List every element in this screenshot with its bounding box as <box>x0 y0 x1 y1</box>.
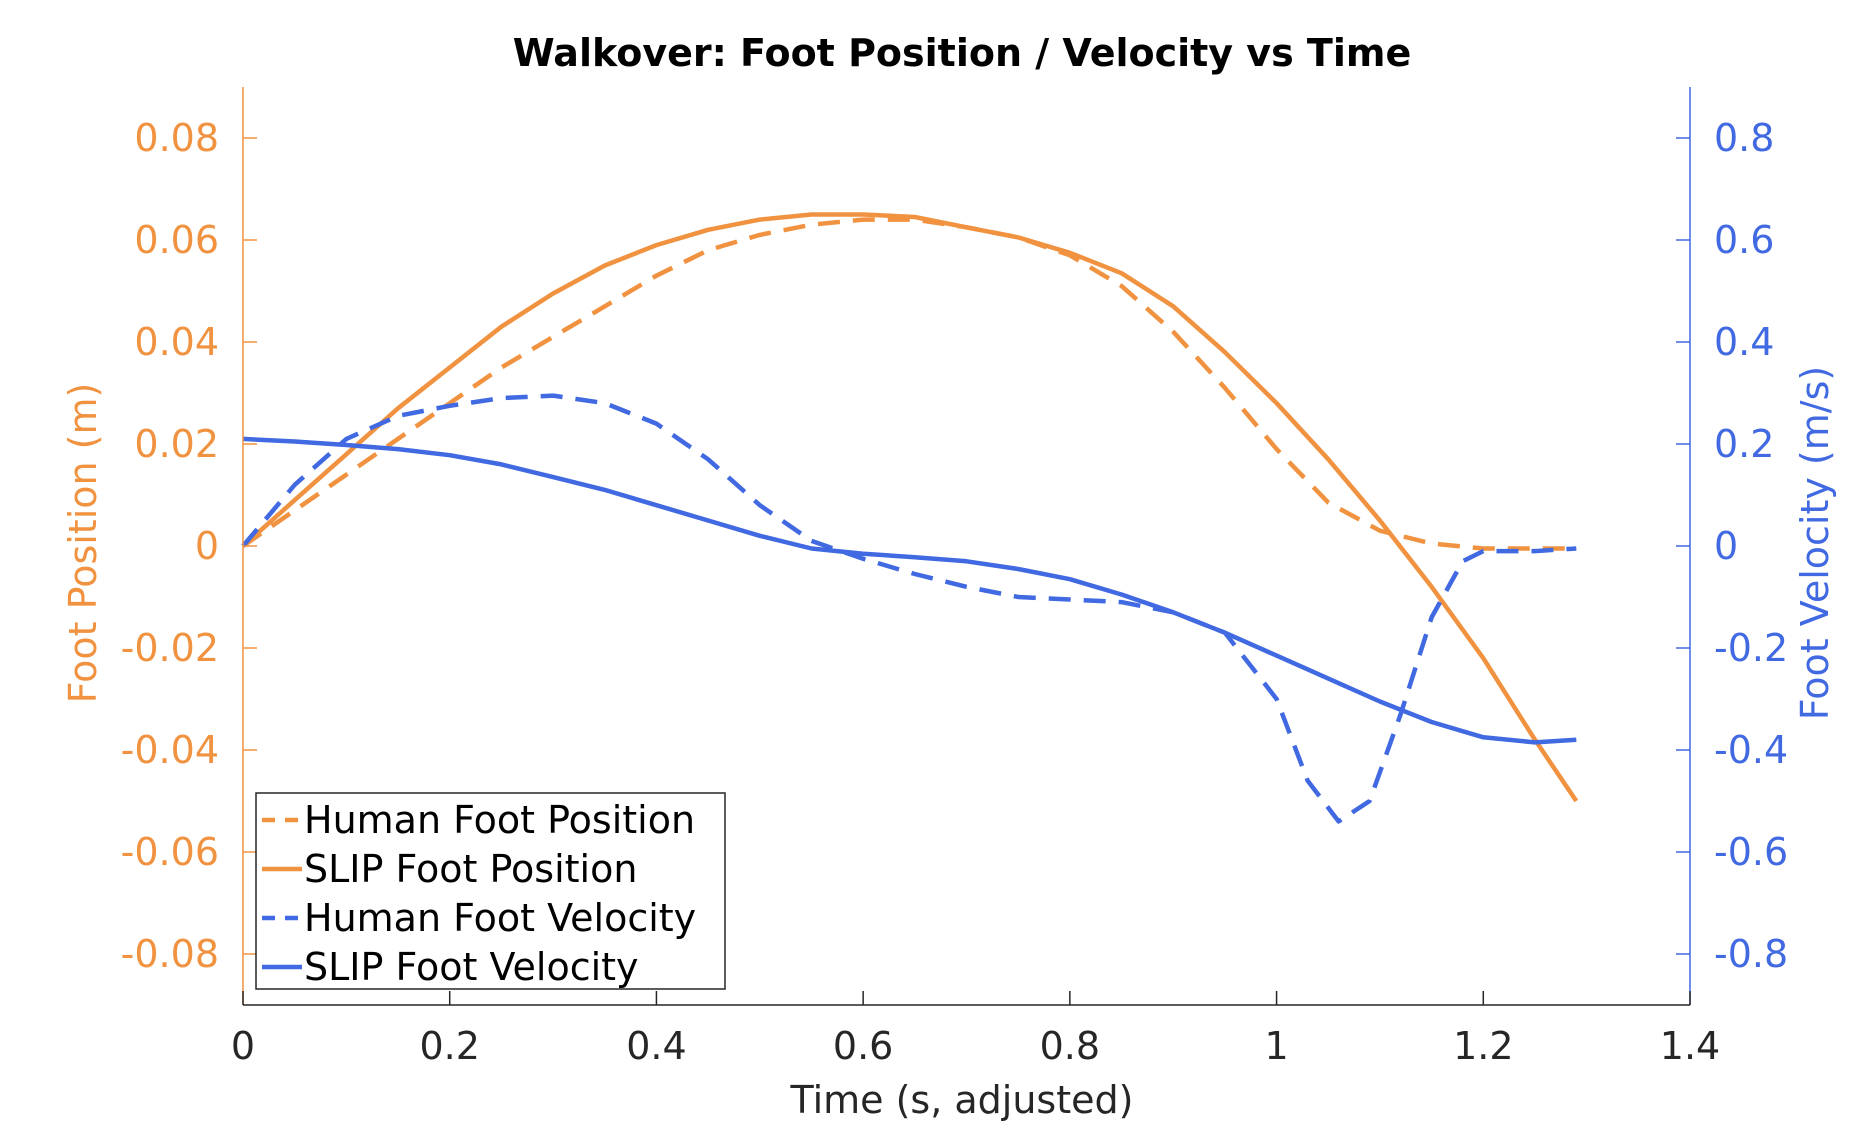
series-line-slip-foot-position <box>241 212 1579 803</box>
right-y-axis-label: Foot Velocity (m/s) <box>1793 366 1837 720</box>
legend-label: Human Foot Velocity <box>304 896 696 940</box>
right-tick-label: -0.8 <box>1714 932 1788 976</box>
left-y-axis-ticks: 0.08 0.06 0.04 0.02 0 -0.02 -0.04 -0.06 -0.08 <box>121 116 257 976</box>
legend-box <box>255 792 726 990</box>
x-axis-label: Time (s, adjusted) <box>790 1078 1134 1121</box>
series-line-human-foot-position <box>241 217 1577 551</box>
left-tick-label: 0.04 <box>134 320 219 364</box>
right-tick-label: 0.8 <box>1714 116 1774 160</box>
x-tick-label: 1 <box>1264 1024 1288 1068</box>
legend: Human Foot Position SLIP Foot Position Hum… <box>255 792 726 990</box>
x-tick-label: 0.2 <box>419 1024 479 1068</box>
left-tick-label: -0.08 <box>121 932 219 976</box>
right-tick-label: -0.6 <box>1714 830 1788 874</box>
right-y-axis-ticks: 0.8 0.6 0.4 0.2 0 -0.2 -0.4 -0.6 -0.8 <box>1676 116 1788 976</box>
right-tick-label: -0.4 <box>1714 728 1788 772</box>
series-line-slip-foot-velocity <box>242 436 1577 745</box>
right-tick-label: -0.2 <box>1714 626 1788 670</box>
x-tick-label: 0 <box>231 1024 255 1068</box>
right-tick-label: 0.2 <box>1714 422 1774 466</box>
right-tick-label: 0.4 <box>1714 320 1774 364</box>
left-tick-label: 0.06 <box>134 218 219 262</box>
left-tick-label: 0 <box>195 524 219 568</box>
right-tick-label: 0 <box>1714 524 1738 568</box>
x-tick-label: 0.8 <box>1040 1024 1100 1068</box>
right-tick-label: 0.6 <box>1714 218 1774 262</box>
legend-label: SLIP Foot Position <box>304 847 637 891</box>
x-tick-label: 0.6 <box>833 1024 893 1068</box>
left-y-axis-label: Foot Position (m) <box>61 383 105 704</box>
x-tick-label: 0.4 <box>626 1024 686 1068</box>
left-tick-label: -0.04 <box>121 728 219 772</box>
x-tick-label: 1.4 <box>1660 1024 1720 1068</box>
left-tick-label: -0.02 <box>121 626 219 670</box>
left-tick-label: -0.06 <box>121 830 219 874</box>
series-line-human-foot-velocity <box>241 393 1577 824</box>
legend-label: SLIP Foot Velocity <box>304 945 639 989</box>
x-axis-ticks: 0 0.2 0.4 0.6 0.8 1 1.2 1.4 <box>231 991 1720 1068</box>
left-tick-label: 0.08 <box>134 116 219 160</box>
chart-title: Walkover: Foot Position / Velocity vs Ti… <box>513 31 1412 75</box>
left-tick-label: 0.02 <box>134 422 219 466</box>
series-layer <box>241 212 1579 824</box>
legend-label: Human Foot Position <box>304 798 695 842</box>
x-tick-label: 1.2 <box>1453 1024 1513 1068</box>
